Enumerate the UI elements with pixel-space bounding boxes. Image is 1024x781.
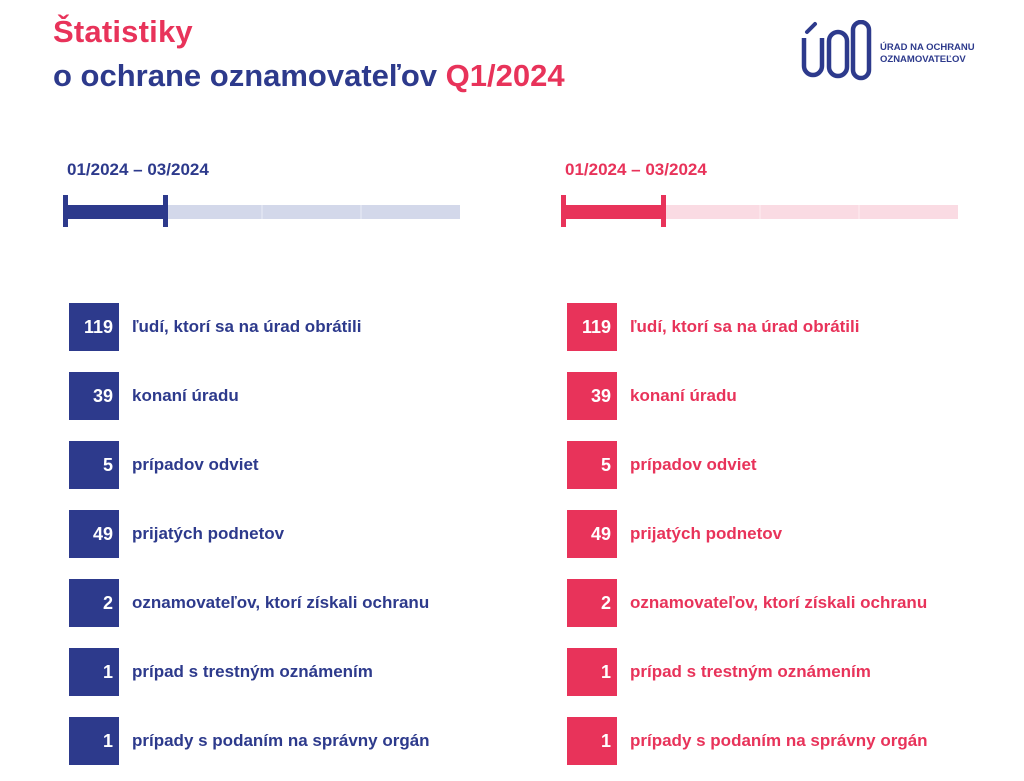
stat-value: 1 [567,717,617,765]
page-title: Štatistiky [53,14,193,49]
stat-label: prípadov odviet [132,455,259,474]
stat-label: ľudí, ktorí sa na úrad obrátili [132,317,362,336]
stat-row: 49 prijatých podnetov [69,510,489,558]
stat-value: 1 [69,648,119,696]
stat-row: 5 prípadov odviet [567,441,987,489]
logo-line-1: ÚRAD NA OCHRANU [880,42,975,53]
stat-label: prijatých podnetov [630,524,783,543]
stat-row: 1 prípady s podaním na správny orgán [567,717,987,765]
progress-fill [561,205,666,219]
stat-value: 39 [69,372,119,420]
period-progress-bar [63,195,460,227]
page-subtitle: o ochrane oznamovateľov Q1/2024 [53,58,565,94]
stat-value: 5 [567,441,617,489]
stat-value: 119 [69,303,119,351]
stat-value: 1 [567,648,617,696]
progress-cap-right [661,195,666,227]
stat-row: 2 oznamovateľov, ktorí získali ochranu [567,579,987,627]
stat-label: prípady s podaním na správny orgán [630,731,928,750]
stat-row: 5 prípadov odviet [69,441,489,489]
stat-label: konaní úradu [630,386,737,405]
stat-label: konaní úradu [132,386,239,405]
period-label: 01/2024 – 03/2024 [565,160,707,179]
stat-value: 119 [567,303,617,351]
stat-label: prípad s trestným oznámením [630,662,871,681]
stat-label: ľudí, ktorí sa na úrad obrátili [630,317,860,336]
progress-cap-right [163,195,168,227]
progress-cap-left [561,195,566,227]
stat-row: 1 prípady s podaním na správny orgán [69,717,489,765]
stat-value: 1 [69,717,119,765]
progress-cap-left [63,195,68,227]
stat-label: oznamovateľov, ktorí získali ochranu [132,593,430,612]
stat-row: 119 ľudí, ktorí sa na úrad obrátili [567,303,987,351]
stat-row: 1 prípad s trestným oznámením [69,648,489,696]
office-logo: ÚRAD NA OCHRANU OZNAMOVATEĽOV [800,20,990,84]
stat-label: prípad s trestným oznámením [132,662,373,681]
subtitle-quarter: Q1/2024 [445,58,565,93]
stat-value: 49 [567,510,617,558]
stat-row: 119 ľudí, ktorí sa na úrad obrátili [69,303,489,351]
stat-label: prípadov odviet [630,455,757,474]
stat-row: 2 oznamovateľov, ktorí získali ochranu [69,579,489,627]
stat-value: 5 [69,441,119,489]
logo-line-2: OZNAMOVATEĽOV [880,54,966,65]
stat-label: prijatých podnetov [132,524,285,543]
period-progress-bar [561,195,958,227]
stat-row: 49 prijatých podnetov [567,510,987,558]
stat-label: prípady s podaním na správny orgán [132,731,430,750]
stat-value: 2 [69,579,119,627]
stat-value: 2 [567,579,617,627]
stat-label: oznamovateľov, ktorí získali ochranu [630,593,928,612]
stat-value: 39 [567,372,617,420]
subtitle-main: o ochrane oznamovateľov [53,58,438,93]
uoo-logo-mark [801,20,872,81]
stat-row: 39 konaní úradu [567,372,987,420]
stat-row: 39 konaní úradu [69,372,489,420]
stat-value: 49 [69,510,119,558]
logo-text: ÚRAD NA OCHRANU OZNAMOVATEĽOV [880,42,975,66]
period-label: 01/2024 – 03/2024 [67,160,209,179]
progress-fill [63,205,168,219]
stat-row: 1 prípad s trestným oznámením [567,648,987,696]
